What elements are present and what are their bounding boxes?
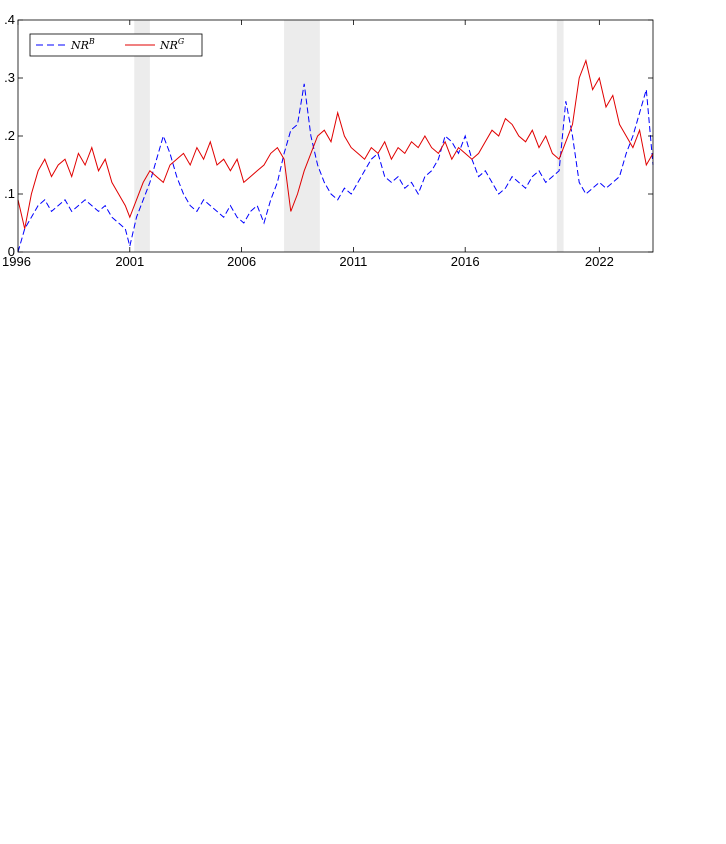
x-tick-label-2001: 2001 <box>115 254 144 269</box>
x-axis: 1996 2001 2006 2011 2016 2022 <box>2 20 614 269</box>
x-tick-label-2006: 2006 <box>227 254 256 269</box>
y-tick-label-.1: .1 <box>4 186 15 201</box>
series-line-nr-g <box>17 58 654 229</box>
x-tick-label-2016: 2016 <box>451 254 480 269</box>
legend-label-nrb: NRB <box>70 37 95 52</box>
series-line-nr-b <box>17 83 654 253</box>
y-tick-label-.2: .2 <box>4 128 15 143</box>
y-tick-label-.4: .4 <box>4 12 15 27</box>
legend-box <box>29 33 203 57</box>
recession-shading <box>134 20 564 252</box>
y-tick-label-0: 0 <box>8 244 15 259</box>
series-lines <box>17 58 654 253</box>
legend: NRB NRG <box>29 33 203 57</box>
shaded-period-0 <box>134 20 150 252</box>
x-tick-label-2011: 2011 <box>339 254 367 269</box>
x-tick-label-2022: 2022 <box>585 254 614 269</box>
x-tick-label-1996: 1996 <box>2 254 31 269</box>
y-axis: 0 .1 .2 .3 .4 <box>4 12 653 259</box>
legend-label-nrg: NRG <box>159 37 185 52</box>
y-tick-label-.3: .3 <box>4 70 15 85</box>
shaded-period-2 <box>556 20 564 252</box>
shaded-period-1 <box>284 20 320 252</box>
